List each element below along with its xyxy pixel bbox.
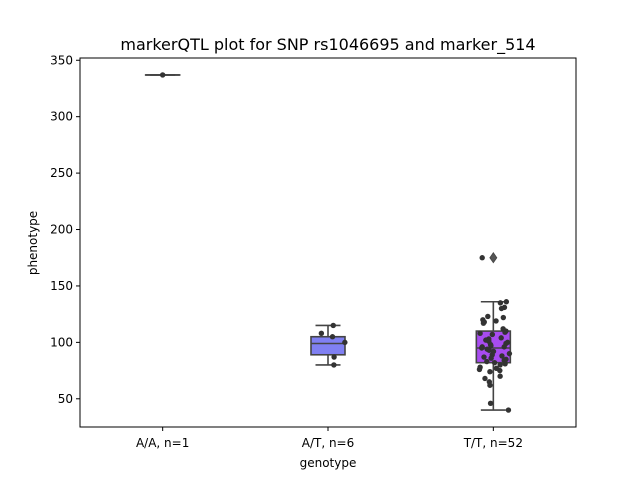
data-point [498,335,504,341]
data-point [331,362,337,368]
data-point [477,330,483,337]
y-tick-label: 100 [50,335,73,349]
y-tick-label: 250 [50,166,73,180]
data-point [489,331,496,338]
data-point [488,343,494,349]
data-point [342,339,348,346]
data-point [498,305,505,312]
data-point [329,334,336,340]
data-point [482,375,488,382]
y-axis-label: phenotype [26,211,40,275]
data-point [481,354,487,360]
y-tick-label: 200 [50,223,73,237]
data-point [505,407,512,413]
y-tick-label: 150 [50,279,73,293]
data-point [499,353,505,359]
y-tick-label: 300 [50,110,73,124]
data-point [501,344,507,350]
data-point [159,72,166,78]
x-axis-label: genotype [300,456,357,470]
y-tick-label: 350 [50,53,73,67]
plot-area [144,72,513,413]
data-point [497,362,503,368]
outlier-marker [489,252,498,264]
data-point [476,366,483,373]
y-tick-label: 50 [58,392,73,406]
data-point [502,329,508,335]
data-point [488,355,494,361]
x-axis: A/A, n=1 A/T, n=6 T/T, n=52 [136,427,523,450]
data-point [486,347,492,353]
data-point [479,345,485,351]
data-point [491,359,498,366]
data-point [503,299,510,305]
data-point [502,361,508,367]
data-point [487,382,493,388]
box-iqr [310,335,346,356]
data-point [331,354,337,360]
data-point [318,330,325,337]
data-point [484,358,490,365]
x-tick-label: T/T, n=52 [463,436,523,450]
data-point [497,367,503,374]
data-point [497,373,503,379]
data-point [487,369,493,375]
data-point [497,300,504,306]
data-point [493,318,499,324]
data-point [487,400,494,407]
x-tick-label: A/A, n=1 [136,436,189,450]
data-point [330,322,336,329]
data-point [485,313,491,320]
x-tick-label: A/T, n=6 [302,436,355,450]
chart-title: markerQTL plot for SNP rs1046695 and mar… [120,35,535,55]
data-point [479,255,485,261]
data-point [500,314,507,321]
data-point [480,320,487,326]
y-axis: 50 100 150 200 250 300 350 [50,53,80,406]
data-point [506,350,513,357]
